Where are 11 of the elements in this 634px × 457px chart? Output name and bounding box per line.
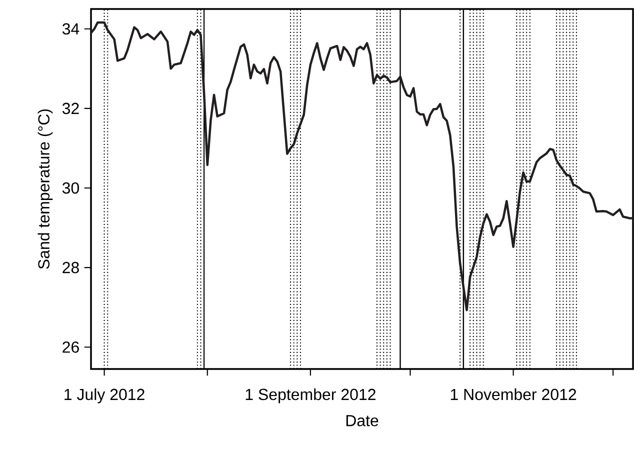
y-tick-label: 34: [62, 23, 80, 35]
x-axis-title: Date: [346, 415, 378, 426]
x-tick-label: 1 September 2012: [246, 388, 376, 404]
y-tick-label: 28: [62, 262, 79, 274]
x-tick-label: 1 July 2012: [64, 388, 144, 404]
y-axis-title: Sand temperature (°C): [38, 109, 53, 269]
x-tick-label: 1 November 2012: [450, 388, 576, 400]
y-tick-label: 26: [62, 341, 79, 353]
line-series: [91, 21, 634, 312]
y-tick-label: 30: [62, 182, 80, 194]
y-tick-label: 32: [62, 102, 79, 114]
